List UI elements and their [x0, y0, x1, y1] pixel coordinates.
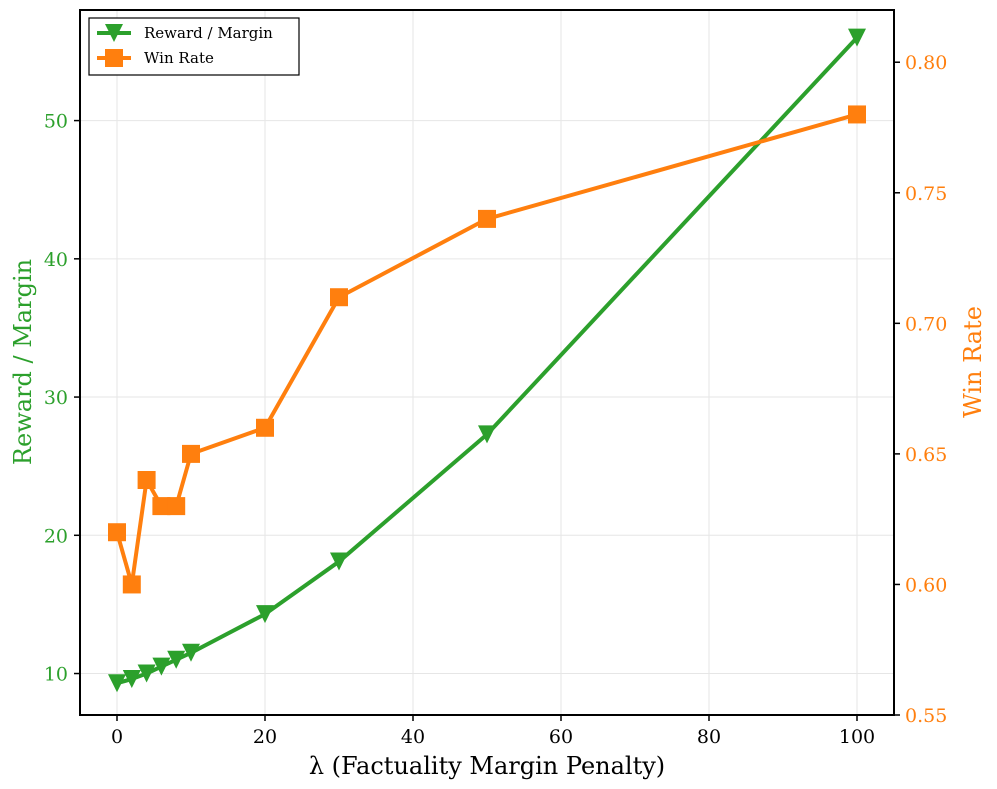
plot-frame	[79, 9, 895, 716]
reward-margin-point	[478, 425, 496, 444]
win-rate-point	[848, 105, 866, 124]
reward-margin-point	[848, 28, 866, 47]
win-rate-point	[182, 444, 200, 463]
y-right-tick-label: 0.60	[905, 574, 947, 596]
win-rate-line	[115, 112, 858, 587]
y-right-tick-label: 0.55	[905, 705, 947, 727]
series-layer	[108, 28, 866, 693]
reward-margin-point	[182, 643, 200, 662]
legend-reward-marker	[105, 24, 123, 42]
win-rate-point	[137, 471, 156, 489]
x-axis-title: λ (Factuality Margin Penalty)	[309, 752, 665, 780]
reward-margin-point	[256, 605, 274, 624]
win-rate-point	[122, 575, 141, 594]
win-rate-point	[256, 418, 274, 437]
y-left-tick-label: 50	[44, 111, 68, 133]
x-tick-label: 60	[549, 726, 573, 748]
reward-margin-point	[167, 650, 186, 669]
y-left-tick-label: 20	[44, 525, 68, 547]
y-right-tick-label: 0.75	[905, 183, 947, 205]
y-axis-left: 10 20 30 40 50	[44, 111, 80, 686]
legend-winrate-label: Win Rate	[144, 49, 214, 67]
legend: Reward / Margin Win Rate	[88, 17, 300, 76]
legend-reward-label: Reward / Margin	[144, 24, 273, 42]
win-rate-point	[108, 523, 126, 542]
reward-margin-point	[108, 674, 126, 693]
reward-margin-point	[330, 552, 348, 571]
grid	[80, 10, 894, 715]
reward-margin-point	[137, 664, 156, 683]
legend-winrate-marker	[105, 49, 123, 67]
x-tick-label: 80	[697, 726, 721, 748]
reward-margin-point	[152, 657, 171, 676]
y-right-tick-label: 0.70	[905, 313, 947, 335]
y-axis-left-title: Reward / Margin	[9, 259, 37, 465]
y-axis-right: 0.55 0.60 0.65 0.70 0.75 0.80	[894, 52, 947, 727]
y-right-tick-label: 0.80	[905, 52, 947, 74]
x-tick-label: 20	[253, 726, 277, 748]
reward-margin-point	[122, 670, 141, 689]
win-rate-point	[152, 497, 171, 516]
x-tick-label: 40	[401, 726, 425, 748]
legend-box	[88, 17, 300, 76]
x-axis: 0 20 40 60 80 100	[111, 715, 875, 748]
x-tick-label: 100	[839, 726, 875, 748]
y-right-tick-label: 0.65	[905, 444, 947, 466]
y-left-tick-label: 30	[44, 387, 68, 409]
y-left-tick-label: 40	[44, 249, 68, 271]
win-rate-point	[478, 209, 496, 228]
reward-margin-line	[116, 36, 859, 686]
y-left-tick-label: 10	[44, 664, 68, 686]
win-rate-point	[167, 497, 186, 516]
y-axis-right-title: Win Rate	[959, 306, 987, 418]
win-rate-point	[330, 288, 348, 307]
x-tick-label: 0	[111, 726, 123, 748]
